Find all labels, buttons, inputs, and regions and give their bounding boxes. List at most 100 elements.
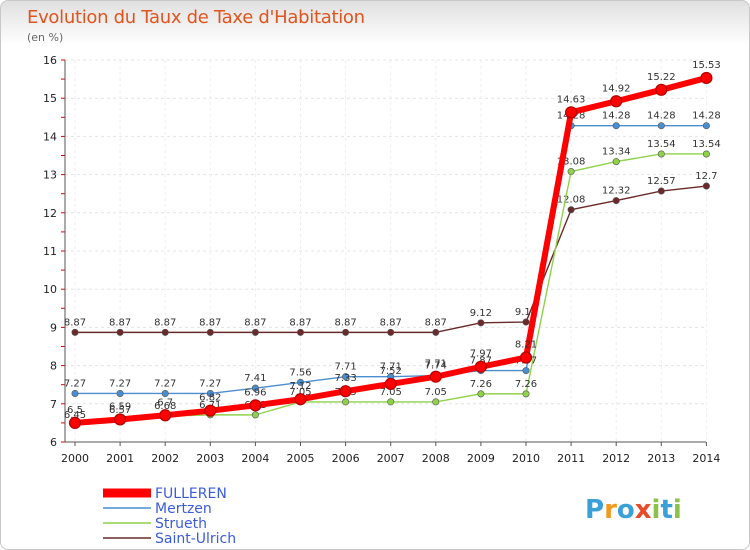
data-point bbox=[655, 83, 668, 96]
x-tick-label: 2012 bbox=[602, 452, 630, 465]
legend-item-mertzen: Mertzen bbox=[103, 501, 212, 517]
y-tick-label: 13 bbox=[43, 169, 57, 182]
data-label: 8.87 bbox=[199, 317, 221, 328]
data-label: 15.22 bbox=[647, 72, 676, 83]
legend-item-strueth: Strueth bbox=[103, 516, 207, 532]
proxiti-logo: Proxiti bbox=[585, 495, 682, 525]
data-point bbox=[116, 389, 124, 397]
data-label: 8.87 bbox=[244, 317, 266, 328]
data-label: 14.28 bbox=[647, 111, 676, 122]
data-point bbox=[702, 182, 710, 190]
x-tick-label: 2005 bbox=[287, 452, 315, 465]
data-point bbox=[657, 122, 665, 130]
data-label: 7.05 bbox=[289, 387, 311, 398]
data-label: 12.57 bbox=[647, 176, 676, 187]
x-tick-label: 2011 bbox=[557, 452, 585, 465]
x-tick-label: 2014 bbox=[692, 452, 720, 465]
data-label: 7.74 bbox=[425, 361, 447, 372]
legend-label: FULLEREN bbox=[155, 486, 227, 502]
data-point bbox=[251, 384, 259, 392]
data-label: 7.27 bbox=[109, 378, 131, 389]
legend-label: Mertzen bbox=[155, 501, 212, 517]
data-label: 7.27 bbox=[64, 378, 86, 389]
data-label: 6.7 bbox=[157, 397, 173, 408]
data-point bbox=[657, 150, 665, 158]
data-label: 8.87 bbox=[64, 317, 86, 328]
y-tick-label: 14 bbox=[43, 130, 57, 143]
x-tick-label: 2008 bbox=[422, 452, 450, 465]
data-label: 8.87 bbox=[289, 317, 311, 328]
data-label: 7.71 bbox=[380, 362, 402, 373]
data-point bbox=[387, 328, 395, 336]
data-point bbox=[387, 398, 395, 406]
data-label: 6.5 bbox=[67, 405, 83, 416]
y-tick-label: 15 bbox=[43, 92, 57, 105]
data-point bbox=[71, 328, 79, 336]
data-point bbox=[567, 206, 575, 214]
data-label: 7.71 bbox=[334, 362, 356, 373]
data-point bbox=[68, 416, 82, 429]
data-label: 7.05 bbox=[425, 387, 447, 398]
x-tick-label: 2009 bbox=[467, 452, 495, 465]
data-label: 8.87 bbox=[334, 317, 356, 328]
x-tick-label: 2002 bbox=[151, 452, 179, 465]
chart-subtitle: (en %) bbox=[27, 31, 64, 44]
data-label: 8.21 bbox=[515, 340, 537, 351]
y-tick-label: 7 bbox=[50, 398, 57, 411]
x-tick-label: 2000 bbox=[61, 452, 89, 465]
legend-item-saint-ulrich: Saint-Ulrich bbox=[103, 531, 236, 547]
data-label: 7.26 bbox=[515, 379, 537, 390]
data-point bbox=[477, 390, 485, 398]
legend-item-fulleren: FULLEREN bbox=[103, 486, 227, 502]
data-label: 7.52 bbox=[380, 366, 402, 377]
data-label: 14.28 bbox=[602, 111, 631, 122]
data-point bbox=[429, 370, 442, 383]
data-point bbox=[702, 122, 710, 130]
data-label: 12.7 bbox=[695, 171, 717, 182]
x-tick-label: 2004 bbox=[241, 452, 269, 465]
data-point bbox=[161, 389, 169, 397]
data-label: 6.59 bbox=[109, 401, 131, 412]
data-label: 7.56 bbox=[289, 367, 311, 378]
data-point bbox=[384, 377, 397, 391]
data-point bbox=[612, 197, 620, 205]
data-point bbox=[700, 71, 713, 85]
y-tick-label: 16 bbox=[43, 54, 57, 67]
data-label: 12.08 bbox=[557, 195, 586, 206]
data-label: 14.92 bbox=[602, 83, 631, 94]
data-point bbox=[567, 168, 575, 176]
data-point bbox=[249, 399, 262, 412]
data-label: 13.08 bbox=[557, 157, 586, 168]
data-point bbox=[519, 351, 533, 364]
y-tick-label: 9 bbox=[50, 321, 57, 334]
series-fulleren: 6.5 6.59 6.7 6.82 6.967.127.337.527.717.978.… bbox=[67, 60, 721, 429]
data-point bbox=[251, 328, 259, 336]
y-tick-label: 8 bbox=[50, 360, 57, 373]
data-label: 7.27 bbox=[154, 378, 176, 389]
data-point bbox=[342, 328, 350, 336]
data-point bbox=[474, 360, 487, 373]
y-tick-label: 6 bbox=[50, 436, 57, 449]
data-label: 7.12 bbox=[289, 381, 311, 392]
chart-title: Evolution du Taux de Taxe d'Habitation bbox=[27, 7, 365, 28]
data-point bbox=[296, 328, 304, 336]
x-tick-label: 2006 bbox=[332, 452, 360, 465]
data-point bbox=[657, 187, 665, 195]
x-tick-label: 2013 bbox=[647, 452, 675, 465]
data-label: 7.41 bbox=[244, 373, 266, 384]
data-label: 14.63 bbox=[557, 94, 586, 105]
data-point bbox=[71, 389, 79, 397]
data-label: 6.68 bbox=[154, 401, 176, 412]
data-point bbox=[296, 378, 304, 386]
data-point bbox=[522, 367, 530, 375]
data-label: 14.28 bbox=[692, 111, 721, 122]
data-label: 6.45 bbox=[64, 410, 86, 421]
data-point bbox=[342, 373, 350, 381]
data-point bbox=[522, 318, 530, 326]
data-point bbox=[294, 393, 307, 406]
data-point bbox=[159, 409, 172, 422]
legend-label: Saint-Ulrich bbox=[155, 531, 236, 547]
data-point bbox=[116, 328, 124, 336]
data-point bbox=[432, 328, 440, 336]
